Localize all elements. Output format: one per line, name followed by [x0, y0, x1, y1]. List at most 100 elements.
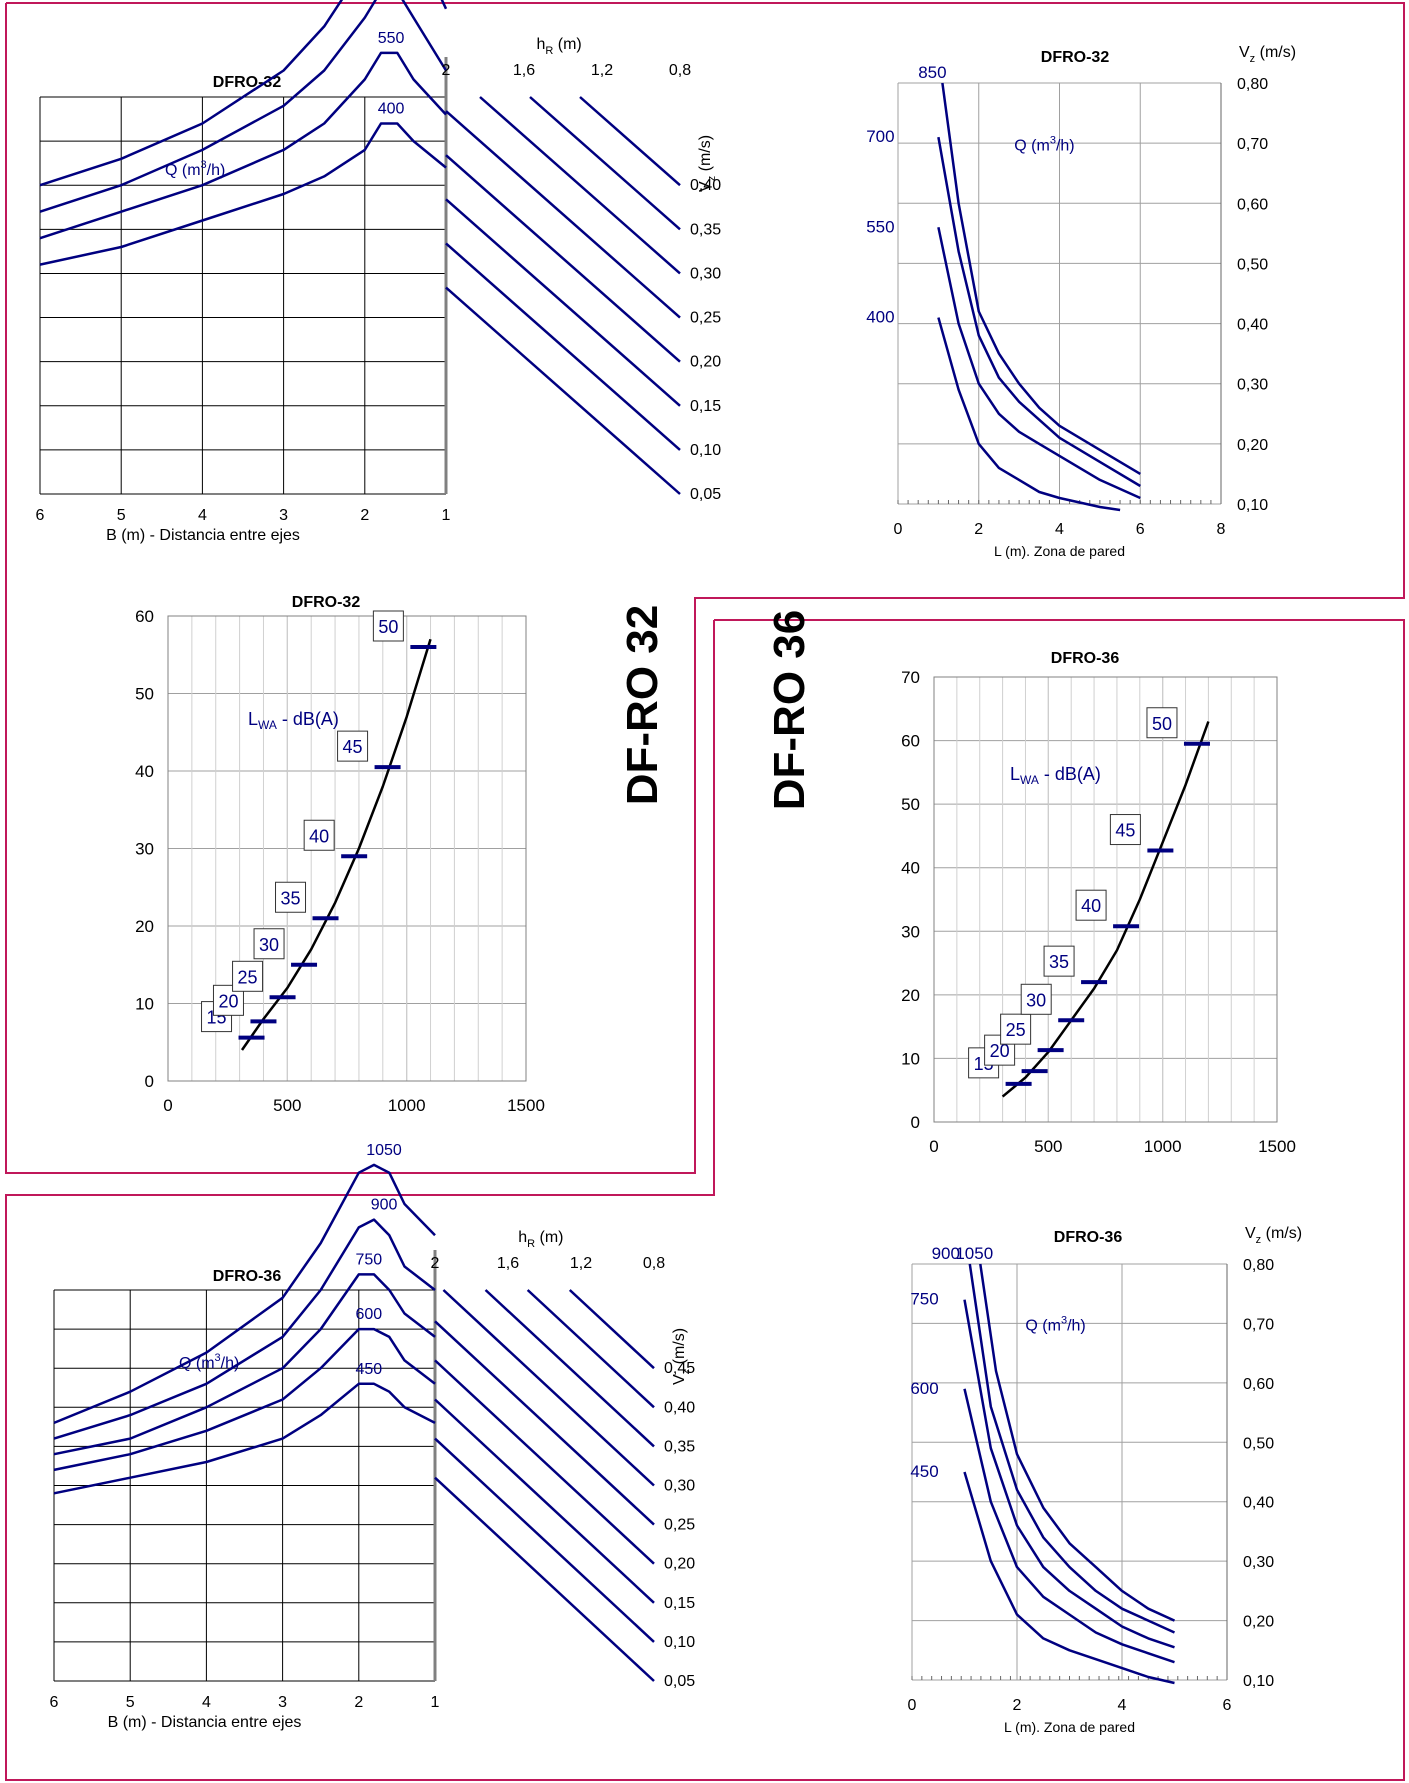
hr-line — [445, 242, 681, 451]
y-tick-label: 10 — [135, 995, 154, 1014]
y-tick-label: 40 — [901, 859, 920, 878]
section-frames — [5, 2, 1405, 1781]
x-tick-label: 3 — [279, 507, 288, 524]
grid — [897, 82, 1222, 505]
hr-line — [579, 96, 681, 187]
hr-line — [434, 1476, 655, 1682]
x-tick-label: 4 — [198, 507, 207, 524]
point-label-box-35 — [1043, 945, 1075, 977]
vz-tick-label: 0,05 — [690, 486, 721, 503]
hr-line — [445, 198, 681, 407]
point-label-box-25 — [1000, 1013, 1032, 1045]
point-label-35: 35 — [281, 888, 301, 908]
x-tick-label: 1 — [442, 507, 451, 524]
y-tick-label: 0,10 — [1243, 1673, 1274, 1690]
point-label-box-30 — [1020, 983, 1052, 1015]
hr-line — [445, 110, 681, 319]
chart-dfro32-wall: 0,10 0,20 0,30 0,40 0,50 0,60 0,70 0,80 0 2 4 6 8 L (… — [866, 44, 1296, 559]
x-tick-label: 2 — [974, 521, 983, 538]
series-line-600 — [963, 1388, 1175, 1664]
point-label-box-30 — [253, 928, 285, 960]
point-label-box-50 — [372, 610, 404, 642]
x-tick-label: 2 — [354, 1694, 363, 1711]
chart-title: DFRO-32 — [292, 594, 361, 611]
y-tick-label: 40 — [135, 762, 154, 781]
y-tick-label: 0 — [911, 1113, 920, 1132]
hr-lines — [445, 96, 681, 495]
point-label-box-45 — [1109, 814, 1141, 846]
hr-line — [529, 96, 681, 231]
series-line-1050 — [979, 1263, 1176, 1622]
annotation-lwa: LWA - dB(A) — [1010, 764, 1101, 787]
chart-dfro36-noise: 0 10 20 30 40 50 60 70 0 500 1000 1500 DFRO-36 LWA - … — [901, 650, 1296, 1156]
point-label-box-35 — [275, 881, 307, 913]
hr-line — [434, 1359, 655, 1565]
y-tick-label: 50 — [135, 685, 154, 704]
series-label-750: 750 — [910, 1290, 938, 1309]
chart-title: DFRO-32 — [1041, 49, 1110, 66]
point-label-box-25 — [232, 960, 264, 992]
series-label-400: 400 — [866, 308, 894, 327]
grid — [167, 615, 527, 1082]
point-label-50: 50 — [378, 617, 398, 637]
y-axis-title: Vz (m/s) — [1239, 44, 1296, 65]
y-tick-label: 0,30 — [1243, 1554, 1274, 1571]
x-tick-label: 6 — [50, 1694, 59, 1711]
vz-tick-label: 0,25 — [664, 1517, 695, 1534]
point-label-45: 45 — [343, 737, 363, 757]
y-tick-label: 0,50 — [1237, 256, 1268, 273]
vz-tick-label: 0,40 — [664, 1399, 695, 1416]
hr-tick-label: 0,8 — [643, 1255, 665, 1272]
x-tick-label: 5 — [117, 507, 126, 524]
point-label-25: 25 — [238, 967, 258, 987]
chart-dfro36-wall: 0,10 0,20 0,30 0,40 0,50 0,60 0,70 0,80 0 2 4 6 L (m… — [908, 1225, 1303, 1735]
vz-tick-label: 0,20 — [664, 1556, 695, 1573]
point-label-box-40 — [1075, 889, 1107, 921]
y-tick-label: 70 — [901, 668, 920, 687]
series-line-600 — [53, 1327, 436, 1472]
x-tick-label: 6 — [1136, 521, 1145, 538]
vz-tick-label: 0,05 — [664, 1673, 695, 1690]
point-label-50: 50 — [1152, 714, 1172, 734]
vz-axis-title: Vz (m/s) — [671, 1328, 692, 1385]
noise-curve — [1001, 721, 1210, 1098]
vz-tick-label: 0,10 — [690, 442, 721, 459]
annotation-lwa: LWA - dB(A) — [248, 709, 339, 732]
noise-curve — [240, 638, 432, 1051]
chart-title: DFRO-36 — [1051, 650, 1120, 667]
x-axis-title: L (m). Zona de pared — [1004, 1719, 1135, 1735]
vz-tick-label: 0,30 — [690, 265, 721, 282]
hr-line — [484, 1289, 655, 1448]
grid — [53, 1250, 437, 1682]
hr-line — [445, 286, 681, 495]
series-line-900 — [53, 1218, 436, 1440]
point-label-box-50 — [1146, 707, 1178, 739]
y-tick-label: 0,20 — [1243, 1614, 1274, 1631]
plot-frame — [933, 676, 1278, 1123]
vz-tick-label: 0,15 — [690, 398, 721, 415]
y-tick-label: 0,80 — [1243, 1257, 1274, 1274]
vz-tick-label: 0,40 — [690, 177, 721, 194]
hr-tick-label: 1,2 — [591, 62, 613, 79]
series-label-550: 550 — [378, 30, 405, 47]
y-tick-label: 0,70 — [1237, 136, 1268, 153]
series-label: Q (m3/h) — [179, 1352, 239, 1372]
y-tick-label: 30 — [135, 840, 154, 859]
hr-lines — [434, 1289, 655, 1682]
chart-title: DFRO-36 — [213, 1268, 282, 1285]
x-tick-label: 8 — [1217, 521, 1226, 538]
y-tick-label: 60 — [135, 607, 154, 626]
hr-tick-label: 1,6 — [513, 62, 535, 79]
vz-tick-label: 0,35 — [690, 221, 721, 238]
x-tick-label: 1000 — [1144, 1137, 1182, 1156]
x-tick-label: 1500 — [1258, 1137, 1296, 1156]
x-tick-label: 0 — [929, 1137, 938, 1156]
chart-dfro32-noise: 0 10 20 30 40 50 60 0 500 1000 1500 DFRO-32 LWA - dB… — [135, 594, 545, 1115]
grid — [39, 57, 448, 495]
vz-tick-label: 0,25 — [690, 310, 721, 327]
grid — [911, 1263, 1228, 1681]
side-label-ro32: DF-RO 32 — [618, 604, 667, 806]
x-tick-label: 2 — [360, 507, 369, 524]
series-line-450 — [53, 1382, 436, 1495]
x-tick-label: 3 — [278, 1694, 287, 1711]
